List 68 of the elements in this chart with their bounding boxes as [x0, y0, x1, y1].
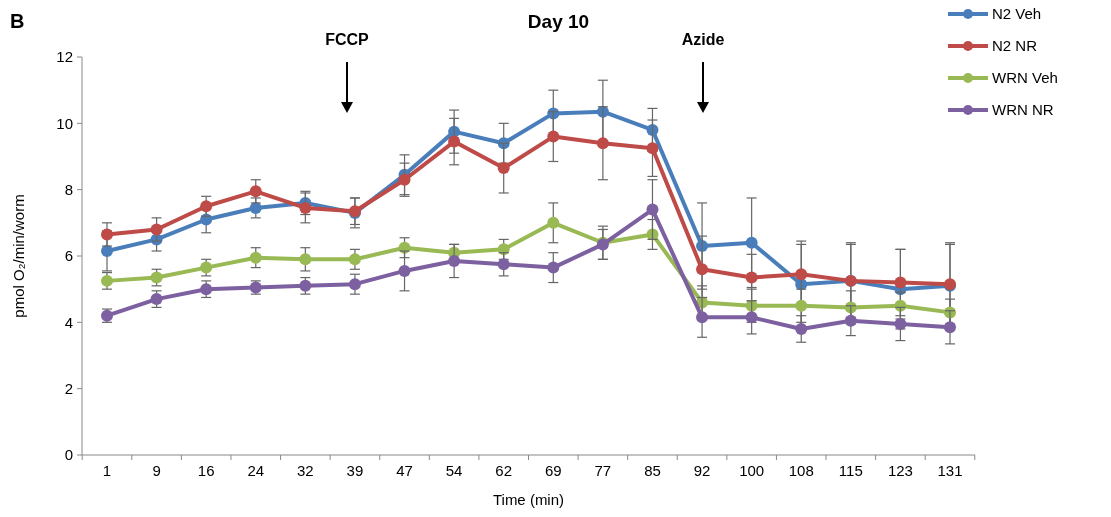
x-tick-label: 32 — [297, 462, 314, 479]
y-tick-label: 4 — [64, 313, 73, 331]
point — [101, 228, 113, 241]
point — [249, 251, 262, 264]
y-axis-title: pmol O₂/min/worm — [10, 194, 27, 318]
chart-title: Day 10 — [527, 11, 590, 32]
x-tick-label: 54 — [445, 462, 463, 479]
y-tick-label: 8 — [64, 180, 73, 198]
point — [547, 216, 560, 229]
x-tick-label: 16 — [197, 462, 215, 479]
x-tick-label: 39 — [346, 462, 364, 479]
point — [745, 271, 758, 284]
y-tick-label: 10 — [56, 114, 73, 132]
x-tick-label: 62 — [495, 462, 513, 479]
point — [299, 253, 312, 266]
point — [299, 201, 312, 214]
legend-label: N2 NR — [992, 37, 1038, 55]
x-tick-label: 1 — [102, 462, 112, 479]
point — [398, 173, 411, 186]
y-tick-label: 12 — [56, 48, 73, 66]
legend-label: WRN Veh — [992, 69, 1058, 87]
x-tick-label: 123 — [887, 462, 913, 479]
x-axis-title: Time (min) — [492, 491, 565, 508]
point — [745, 311, 758, 324]
point — [745, 236, 758, 249]
point — [448, 254, 461, 267]
text: Azide — [681, 31, 725, 48]
point — [894, 276, 907, 289]
x-tick-label: 69 — [544, 462, 562, 479]
point — [547, 130, 560, 143]
legend-label: WRN NR — [992, 101, 1054, 119]
point — [348, 253, 361, 266]
point — [348, 278, 361, 291]
y-tick-label: 6 — [64, 247, 73, 265]
x-tick-label: 92 — [693, 462, 711, 479]
x-tick-label: 24 — [247, 462, 265, 479]
y-tick-label: 0 — [64, 446, 73, 464]
x-tick-label: 131 — [937, 462, 963, 479]
point — [398, 264, 411, 277]
point — [795, 322, 808, 335]
point — [547, 261, 560, 274]
point — [200, 200, 213, 213]
point — [596, 137, 609, 150]
point — [696, 311, 709, 324]
text: FCCP — [325, 31, 370, 48]
point — [894, 317, 907, 330]
point — [497, 258, 510, 271]
x-tick-label: 47 — [396, 462, 413, 479]
point — [944, 321, 956, 334]
x-tick-label: 9 — [152, 462, 161, 479]
point — [150, 223, 163, 236]
point — [795, 299, 808, 312]
point — [795, 268, 808, 281]
point — [696, 263, 709, 276]
x-tick-label: 115 — [838, 462, 863, 479]
point — [646, 203, 659, 216]
x-tick-label: 108 — [788, 462, 814, 479]
text: B — [10, 10, 25, 32]
x-tick-label: 100 — [739, 462, 765, 479]
legend-label: N2 Veh — [992, 5, 1042, 23]
point — [646, 142, 659, 155]
y-tick-label: 2 — [64, 379, 73, 397]
point — [249, 185, 262, 198]
x-tick-label: 77 — [594, 462, 612, 479]
point — [497, 162, 510, 175]
x-tick-label: 85 — [644, 462, 661, 479]
point — [844, 314, 857, 327]
point — [448, 135, 461, 148]
